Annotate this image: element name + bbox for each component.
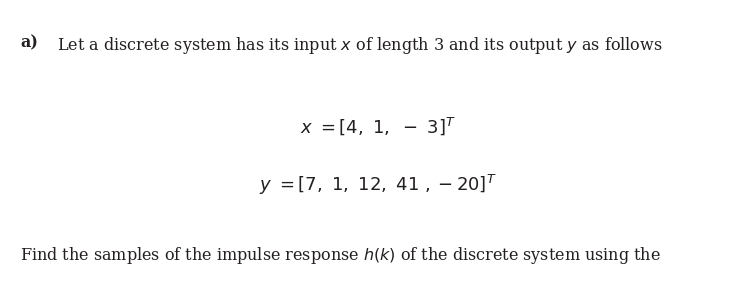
Text: Find the samples of the impulse response $h(k)$ of the discrete system using the: Find the samples of the impulse response… xyxy=(20,245,662,266)
Text: Let a discrete system has its input $x$ of length 3 and its output $y$ as follow: Let a discrete system has its input $x$ … xyxy=(57,35,662,56)
Text: a): a) xyxy=(20,35,39,52)
Text: $y$ $= [7,\ 1,\ 12,\ 41\ ,-20]^{T}$: $y$ $= [7,\ 1,\ 12,\ 41\ ,-20]^{T}$ xyxy=(259,173,497,197)
Text: $x$ $= [4,\ 1,\ -\ 3]^{T}$: $x$ $= [4,\ 1,\ -\ 3]^{T}$ xyxy=(300,115,456,137)
